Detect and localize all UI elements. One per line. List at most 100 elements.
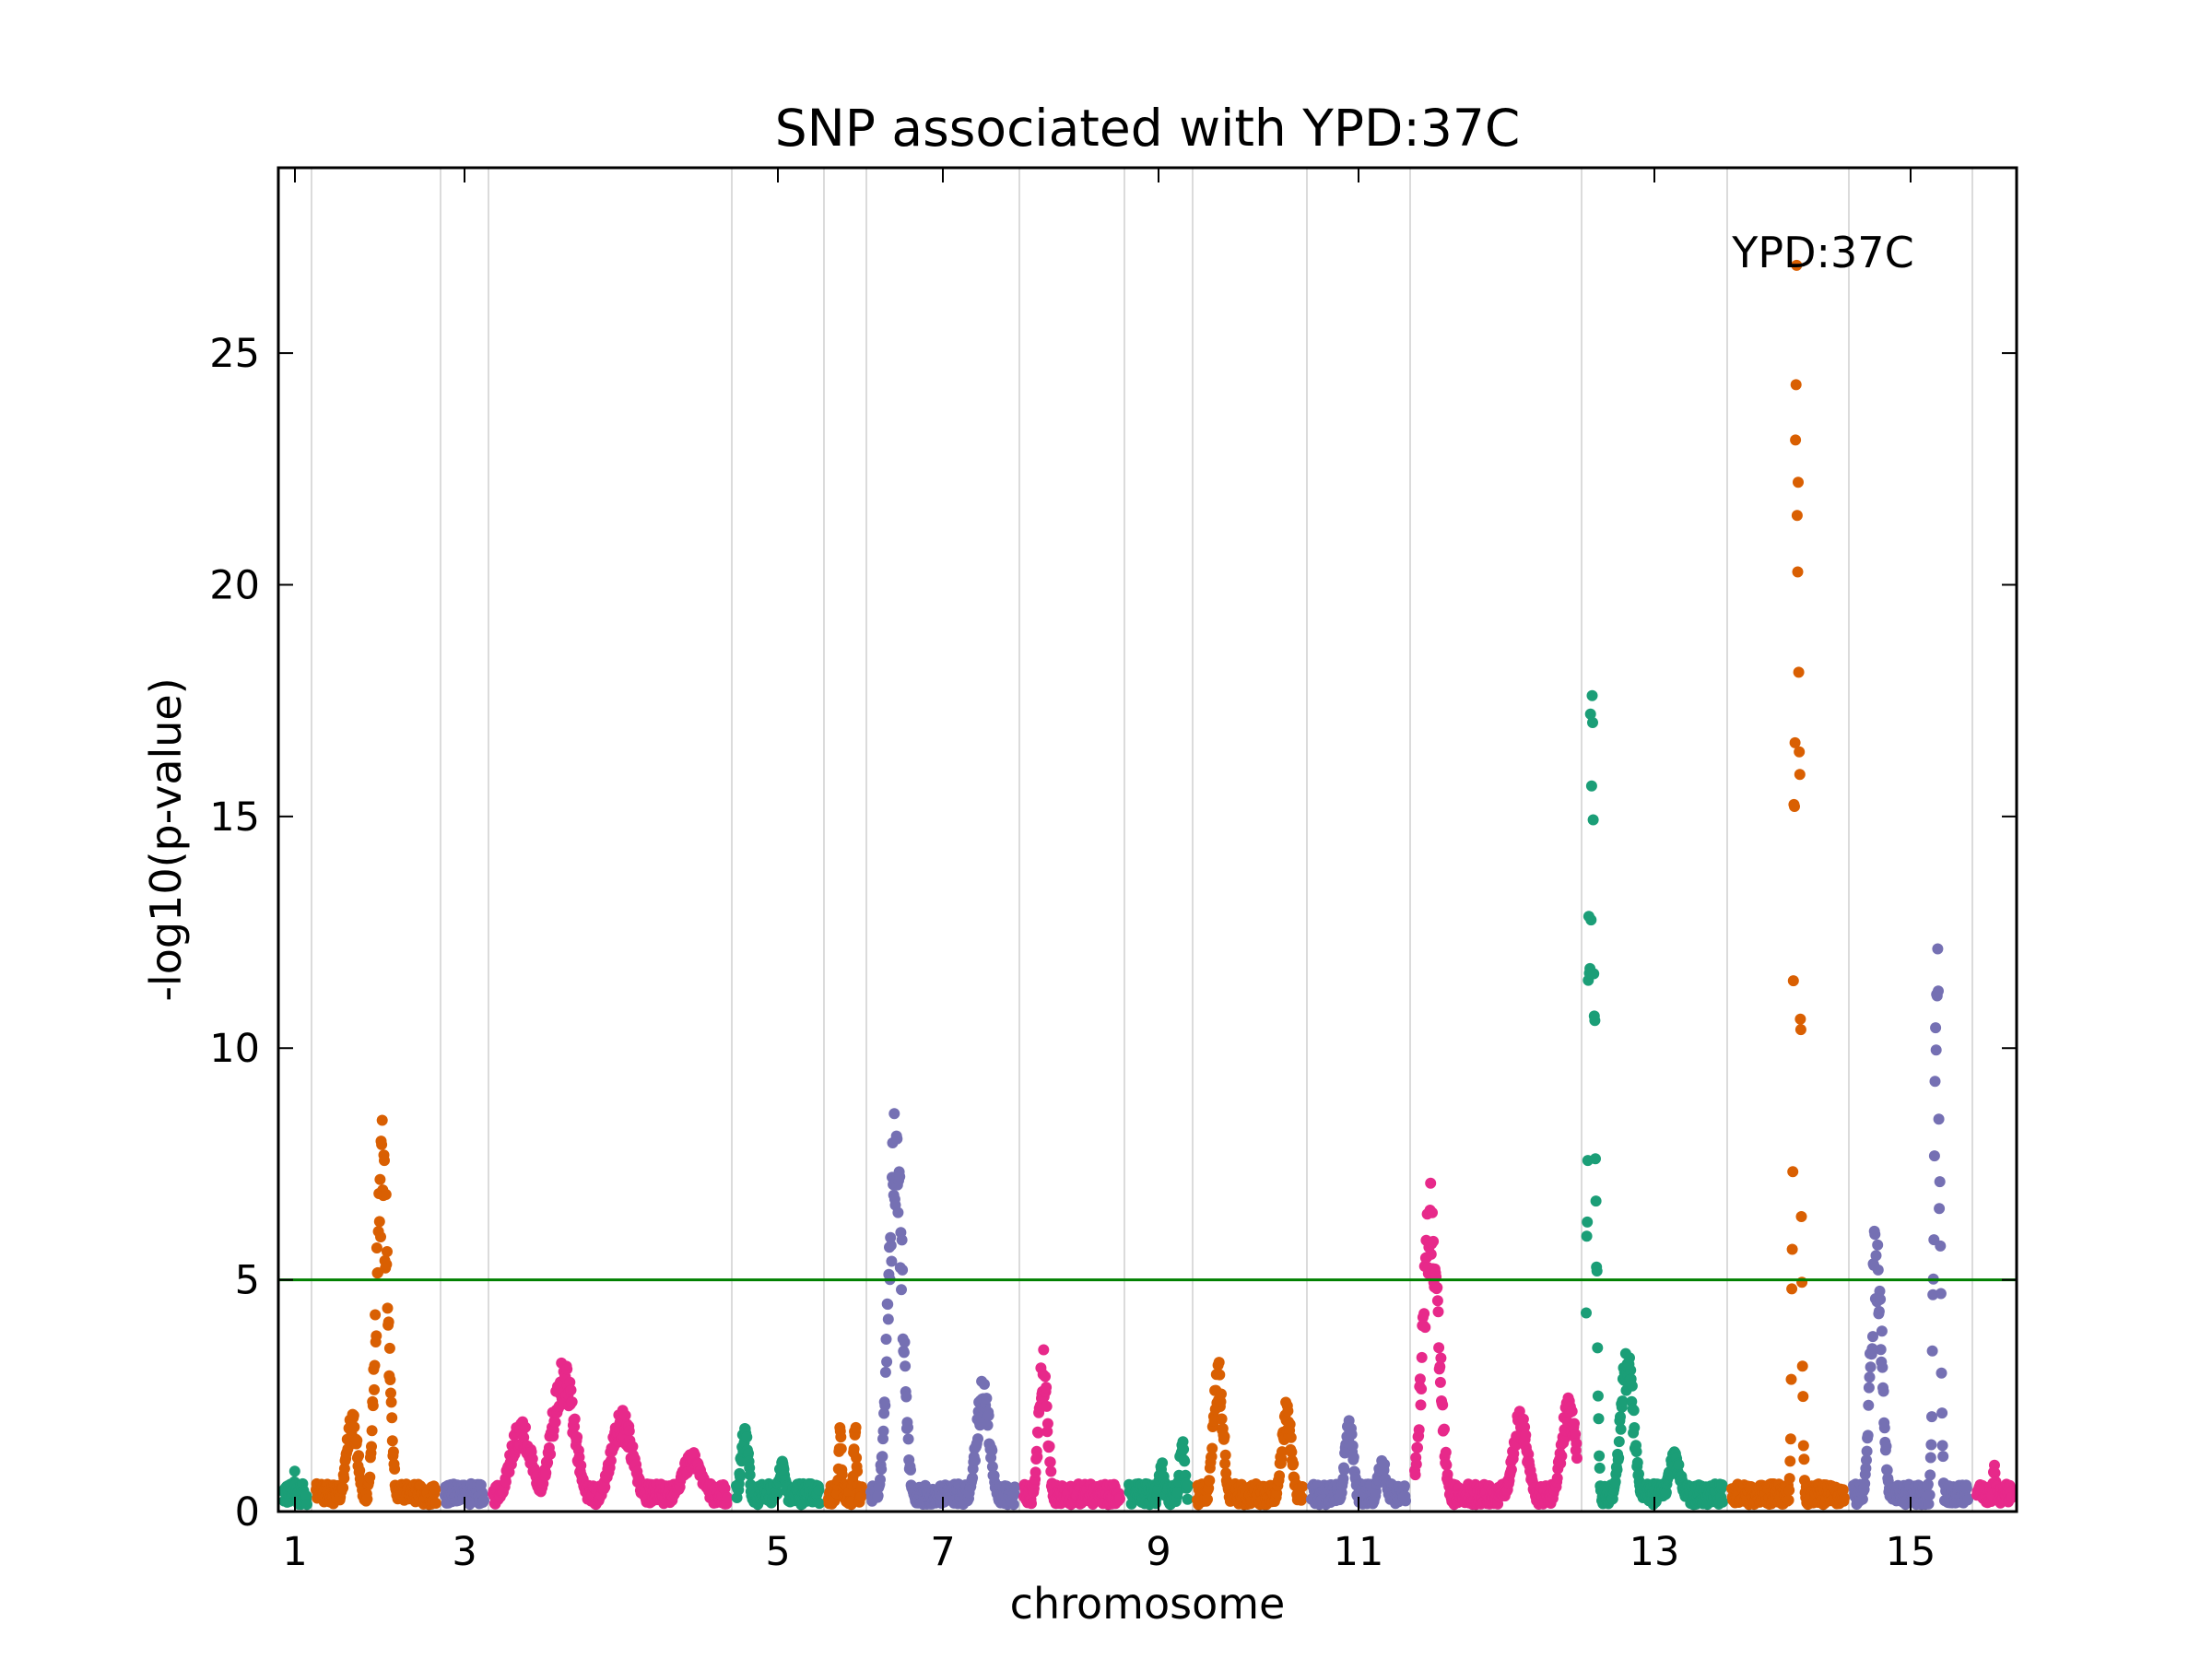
snp-point [1556,1450,1568,1462]
snp-point [627,1441,639,1453]
snp-point [900,1391,912,1403]
snp-point [1379,1458,1391,1470]
snp-point [371,1330,382,1342]
snp-point [1793,666,1805,678]
snp-point [1172,1486,1184,1498]
snp-point [1569,1418,1580,1430]
snp-point [382,1316,394,1328]
snp-point [1794,1024,1806,1036]
snp-point [982,1409,994,1421]
snp-point [1935,1288,1947,1300]
snp-point [1288,1458,1300,1470]
snp-point [1863,1399,1875,1411]
snp-point [744,1469,756,1481]
snp-point [389,1463,401,1475]
snp-point [1277,1446,1288,1458]
snp-point [1214,1369,1226,1381]
snp-point [500,1476,512,1488]
snp-point [1589,1015,1601,1027]
snp-point [1587,717,1598,728]
snp-point [1274,1470,1286,1482]
snp-point [384,1374,396,1385]
snp-point [1962,1494,1973,1506]
snp-point [288,1465,300,1477]
snp-point [366,1425,378,1437]
snp-point [1590,1195,1602,1207]
snp-point [1783,1484,1795,1496]
snp-point [1790,434,1802,446]
snp-point [573,1452,585,1463]
snp-point [1213,1357,1225,1369]
snp-point [1859,1477,1871,1489]
snp-point [982,1419,994,1431]
snp-point [1425,1248,1437,1260]
snp-point [1415,1399,1427,1411]
snp-point [836,1468,848,1480]
snp-point [1631,1456,1643,1468]
snp-point [369,1359,381,1371]
snp-point [1009,1481,1020,1493]
snp-point [1864,1371,1876,1383]
snp-point [875,1474,886,1486]
snp-point [1007,1499,1019,1511]
snp-point [1937,1451,1949,1463]
snp-point [877,1425,889,1437]
snp-point [1416,1383,1428,1394]
snp-point [1031,1451,1043,1463]
snp-point [623,1425,635,1437]
snp-point [1045,1465,1057,1477]
snp-point [1286,1446,1298,1458]
snp-point [542,1456,554,1468]
snp-point [379,1155,390,1167]
snp-point [972,1433,983,1445]
y-tick-label: 5 [235,1258,260,1304]
snp-point [1872,1239,1884,1251]
snp-point [347,1409,359,1421]
x-tick-label: 7 [930,1529,955,1575]
snp-point [385,1396,397,1408]
snp-point [1787,975,1799,987]
x-tick-label: 3 [452,1529,477,1575]
snp-point [364,1471,376,1483]
snp-point [1860,1463,1872,1475]
snp-point [1716,1479,1728,1490]
snp-point [1934,1203,1946,1215]
snp-point [1182,1479,1194,1491]
snp-point [1505,1464,1517,1476]
snp-point [575,1460,587,1471]
snp-point [1581,1230,1593,1242]
snp-point [1182,1493,1194,1505]
snp-point [835,1442,847,1454]
snp-point [1409,1469,1421,1481]
snp-point [877,1451,888,1463]
snp-point [1570,1429,1582,1440]
snp-point [1032,1427,1044,1439]
snp-point [1431,1295,1443,1307]
snp-point [1936,1407,1948,1419]
snp-point [1030,1466,1041,1478]
snp-point [1219,1449,1231,1461]
snp-point [338,1463,350,1475]
snp-point [1861,1445,1873,1457]
snp-point [1796,1277,1808,1288]
snp-point [894,1171,906,1182]
snp-point [375,1231,386,1242]
snp-point [902,1433,914,1445]
snp-point [897,1264,909,1276]
snp-point [1784,1455,1796,1467]
snp-point [1673,1459,1685,1471]
snp-point [381,1258,393,1270]
snp-point [852,1465,864,1477]
snp-point [1794,746,1806,758]
snp-point [1594,1450,1606,1462]
snp-point [348,1421,360,1433]
snp-point [986,1461,998,1473]
snp-point [366,1441,377,1453]
snp-point [1856,1493,1868,1505]
x-axis-ticks: 1 3 5 7 9 11 13 15 [282,168,1936,1575]
snp-point [1839,1492,1850,1504]
y-tick-label: 25 [209,331,260,377]
snp-point [1793,477,1804,488]
snp-point [1791,259,1803,271]
